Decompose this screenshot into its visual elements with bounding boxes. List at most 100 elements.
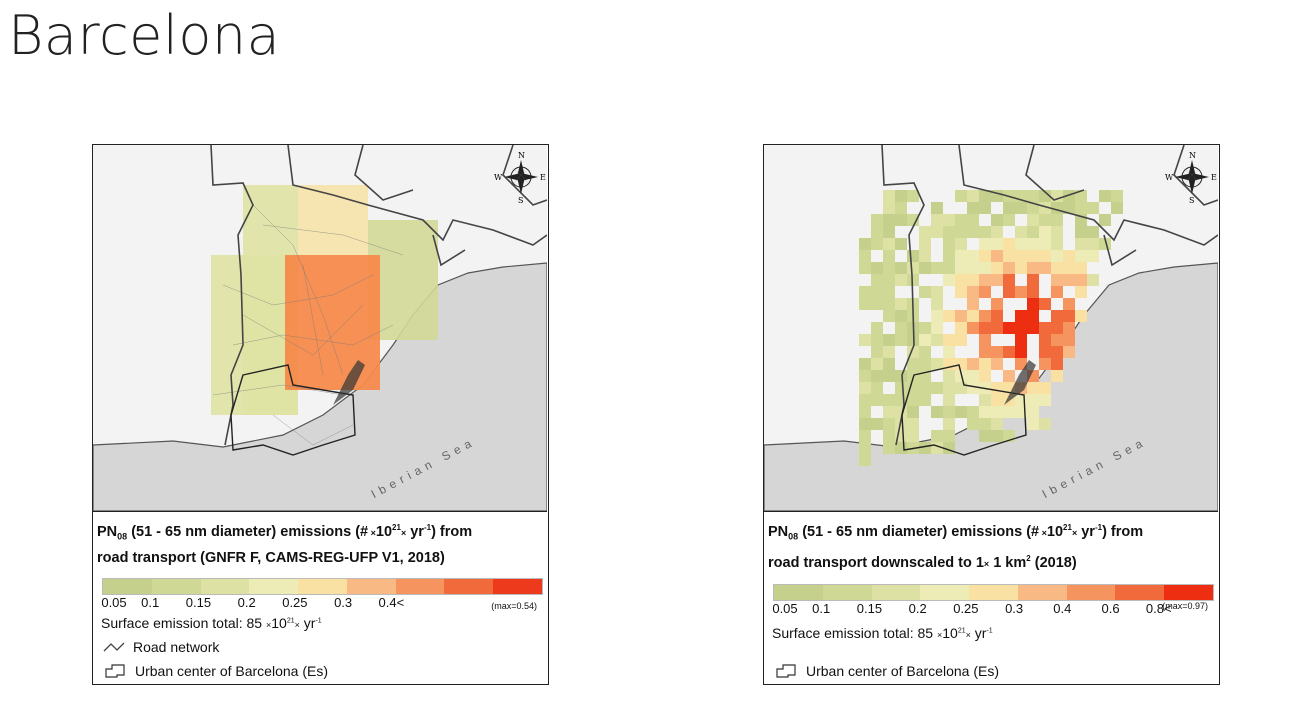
emission-grid-cell [1051, 346, 1063, 358]
emission-grid-cell [871, 298, 883, 310]
emission-grid-cell [1063, 346, 1075, 358]
emission-grid-cell [1063, 190, 1075, 202]
emission-grid-cell [883, 346, 895, 358]
emission-grid-cell [871, 322, 883, 334]
emission-grid-cell [859, 358, 871, 370]
emission-grid-cell [919, 382, 931, 394]
emission-grid-cell [979, 190, 991, 202]
emission-grid-cell [1003, 346, 1015, 358]
emission-grid-cell [979, 370, 991, 382]
emission-grid-cell [1015, 394, 1027, 406]
emission-grid-cell [991, 298, 1003, 310]
ramp-ticks: 0.05 0.1 0.15 0.2 0.25 0.3 0.4< [101, 594, 543, 611]
emission-grid-cell [871, 382, 883, 394]
emission-grid-cell [871, 346, 883, 358]
emission-grid-cell [1027, 226, 1039, 238]
emission-grid-cell [895, 298, 907, 310]
emission-grid-cell [955, 214, 967, 226]
emission-grid-cell [1051, 250, 1063, 262]
emission-grid-cell [979, 226, 991, 238]
emission-grid-cell [967, 214, 979, 226]
emission-grid-cell [883, 190, 895, 202]
emission-grid-cell [1075, 226, 1087, 238]
emission-grid-cell [1015, 250, 1027, 262]
emission-grid-cell [979, 310, 991, 322]
urban-outline-icon [776, 664, 796, 678]
emission-grid-cell [943, 226, 955, 238]
emission-grid-cell [967, 310, 979, 322]
road-network-legend: Road network [103, 639, 219, 655]
emission-grid-cell [943, 262, 955, 274]
ramp-tick-label: 0.3 [334, 594, 353, 610]
emission-grid-cell [1063, 322, 1075, 334]
emission-grid-cell [967, 190, 979, 202]
emission-grid-cell [1027, 286, 1039, 298]
emission-grid-cell [907, 358, 919, 370]
emission-grid-cell [991, 358, 1003, 370]
emission-grid-cell [1039, 322, 1051, 334]
emission-grid-cell [919, 250, 931, 262]
emission-grid-cell [871, 238, 883, 250]
emission-grid-cell [1051, 226, 1063, 238]
emission-grid-cell [991, 310, 1003, 322]
emission-grid-cell [871, 226, 883, 238]
emission-grid-cell [979, 346, 991, 358]
emission-grid-cell [955, 274, 967, 286]
emission-grid-cell [931, 310, 943, 322]
emission-grid-cell [919, 226, 931, 238]
legend-cams: PN08 (51 - 65 nm diameter) emissions (# … [97, 513, 543, 679]
emission-grid-cell [1099, 214, 1111, 226]
emission-grid-cell [991, 418, 1003, 430]
emission-grid-cell [979, 334, 991, 346]
emission-grid-cell [943, 238, 955, 250]
emission-grid-cell [1003, 202, 1015, 214]
emission-grid-cell [883, 418, 895, 430]
emission-total: Surface emission total: 85 ×1021× yr-1 [772, 625, 993, 641]
ramp-swatch [200, 578, 250, 594]
emission-grid-cell [1003, 322, 1015, 334]
emission-grid-cell [883, 286, 895, 298]
emission-grid-cell [895, 322, 907, 334]
emission-grid-cell [1039, 250, 1051, 262]
ramp-tick-label: 0.4< [378, 594, 405, 610]
emission-grid-cell [907, 406, 919, 418]
emission-grid-cell [919, 358, 931, 370]
emission-grid-cell [943, 346, 955, 358]
emission-grid-cell [1027, 262, 1039, 274]
emission-grid-cell [871, 358, 883, 370]
legend-downscaled: PN08 (51 - 65 nm diameter) emissions (# … [768, 513, 1214, 679]
emission-grid-cell [943, 310, 955, 322]
emission-grid-cell [967, 262, 979, 274]
emission-grid-cell [1015, 322, 1027, 334]
emission-grid-cell [1003, 274, 1015, 286]
ramp-ticks: 0.05 0.1 0.15 0.2 0.25 0.3 0.4 0.6 0.8< [772, 600, 1214, 617]
emission-grid-cell [1003, 214, 1015, 226]
emission-grid-cell [967, 382, 979, 394]
emission-grid-cell [859, 442, 871, 454]
ramp-swatch [969, 584, 1018, 600]
emission-grid-cell [991, 226, 1003, 238]
ramp-tick-label: 0.6 [1101, 600, 1120, 616]
svg-text:S: S [1189, 196, 1194, 205]
emission-grid-cell [859, 394, 871, 406]
emission-grid-cell [1051, 214, 1063, 226]
emission-grid-cell [979, 406, 991, 418]
emission-grid-cell [1027, 202, 1039, 214]
legend-title: PN08 (51 - 65 nm diameter) emissions (# … [768, 523, 1144, 571]
ramp-swatch [822, 584, 872, 600]
emission-grid-cell [859, 250, 871, 262]
emission-grid-cell [979, 238, 991, 250]
emission-grid-cell [1003, 406, 1015, 418]
ramp-tick-label: 0.2 [237, 594, 256, 610]
emission-grid-cell [907, 382, 919, 394]
legend-title: PN08 (51 - 65 nm diameter) emissions (# … [97, 523, 473, 566]
emission-grid-cell [931, 322, 943, 334]
emission-grid-cell [1075, 286, 1087, 298]
emission-grid-cell [979, 274, 991, 286]
emission-grid-cell [955, 238, 967, 250]
ramp-swatch [1017, 584, 1067, 600]
emission-grid-cell [1039, 382, 1051, 394]
max-note: (max=0.97) [1162, 601, 1208, 611]
emission-grid-cell [991, 394, 1003, 406]
emission-grid-cell [907, 262, 919, 274]
